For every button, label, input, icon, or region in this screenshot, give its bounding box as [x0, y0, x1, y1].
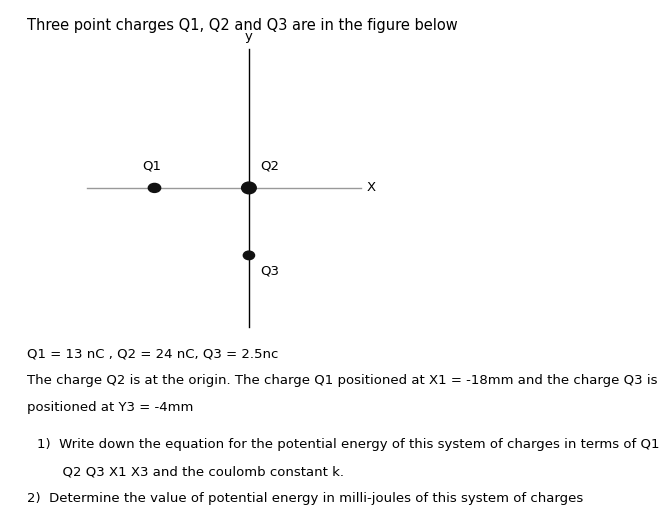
Text: The charge Q2 is at the origin. The charge Q1 positioned at X1 = -18mm and the c: The charge Q2 is at the origin. The char…: [27, 374, 657, 387]
Text: Q2 Q3 X1 X3 and the coulomb constant k.: Q2 Q3 X1 X3 and the coulomb constant k.: [37, 465, 344, 478]
Text: positioned at Y3 = -4mm: positioned at Y3 = -4mm: [27, 401, 193, 414]
Ellipse shape: [242, 182, 256, 194]
Text: Q3: Q3: [260, 264, 279, 277]
Text: Q1 = 13 nC , Q2 = 24 nC, Q3 = 2.5nc: Q1 = 13 nC , Q2 = 24 nC, Q3 = 2.5nc: [27, 347, 278, 360]
Ellipse shape: [243, 251, 254, 259]
Ellipse shape: [149, 183, 161, 193]
Text: X: X: [367, 182, 376, 194]
Text: 1)  Write down the equation for the potential energy of this system of charges i: 1) Write down the equation for the poten…: [37, 438, 659, 451]
Text: y: y: [245, 30, 253, 43]
Text: 2)  Determine the value of potential energy in milli-joules of this system of ch: 2) Determine the value of potential ener…: [27, 492, 583, 505]
Text: Three point charges Q1, Q2 and Q3 are in the figure below: Three point charges Q1, Q2 and Q3 are in…: [27, 18, 458, 33]
Text: Q1: Q1: [143, 159, 162, 172]
Text: Q2: Q2: [260, 159, 279, 172]
